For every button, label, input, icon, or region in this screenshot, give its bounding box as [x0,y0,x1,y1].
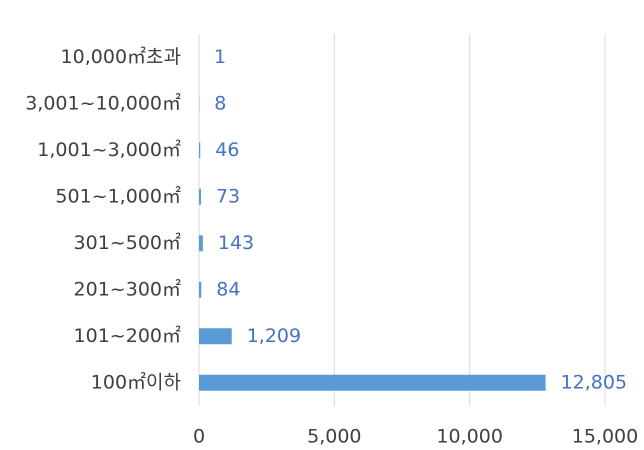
x-tick-label: 10,000 [436,426,502,448]
bar [199,281,202,298]
y-tick-label: 100㎡이하 [91,370,181,393]
y-tick-label: 3,001~10,000㎡ [25,91,181,114]
value-label: 8 [214,92,226,114]
y-tick-label: 301~500㎡ [74,231,181,254]
y-tick-label: 101~200㎡ [74,324,181,347]
value-label: 84 [216,278,240,300]
bar [199,374,546,391]
x-tick-label: 0 [193,426,205,448]
bar [199,142,201,159]
value-label: 143 [218,232,254,254]
value-label: 1 [214,46,226,68]
value-label: 1,209 [247,325,301,347]
x-tick-label: 5,000 [307,426,361,448]
value-label: 12,805 [561,371,627,393]
y-tick-label: 10,000㎡초과 [61,45,181,68]
bar [199,188,201,205]
y-tick-label: 201~300㎡ [74,277,181,300]
y-tick-label: 1,001~3,000㎡ [37,138,181,161]
x-tick-label: 15,000 [572,426,638,448]
y-tick-label: 501~1,000㎡ [55,184,181,207]
value-label: 73 [216,185,240,207]
value-label: 46 [215,139,239,161]
bar [199,235,203,252]
bar [199,328,232,345]
